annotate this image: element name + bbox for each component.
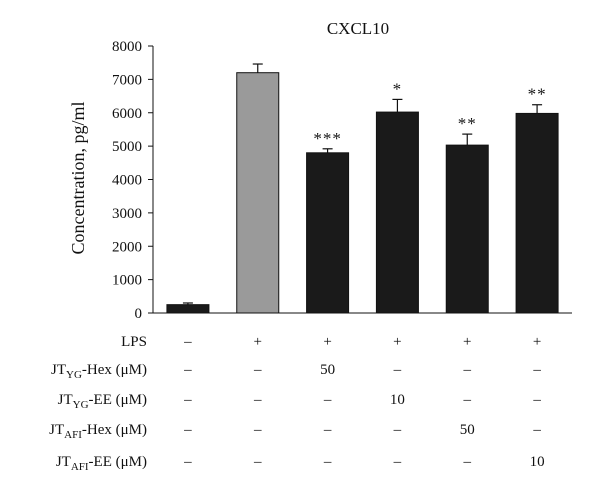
y-tick-label: 5000 — [112, 139, 142, 155]
bar — [236, 72, 280, 314]
y-tick-label: 0 — [135, 306, 143, 322]
significance-label: ** — [458, 114, 477, 133]
y-tick-label: 6000 — [112, 106, 142, 122]
condition-label: JTAFI-Hex (μM) — [49, 422, 147, 441]
bar — [375, 111, 419, 314]
condition-value: – — [323, 454, 332, 470]
condition-table: LPS – + + + + +JTYG-Hex (μM) – –50– – –JTYG-EE (μM… — [49, 334, 544, 473]
condition-value: 50 — [320, 362, 335, 378]
condition-value: – — [183, 454, 192, 470]
y-tick-label: 4000 — [112, 173, 142, 189]
condition-label: JTYG-Hex (μM) — [51, 362, 147, 381]
y-axis-ticks: 0 1000 2000 3000 4000 5000 6000 7000 8000 — [112, 39, 153, 322]
condition-label-main: JT — [58, 392, 73, 408]
condition-value: – — [463, 362, 472, 378]
y-tick-label: 1000 — [112, 273, 142, 289]
condition-label-suffix: -Hex (μM) — [82, 422, 147, 438]
condition-value: + — [323, 334, 331, 350]
condition-value: + — [254, 334, 262, 350]
condition-value: + — [463, 334, 471, 350]
chart-title: CXCL10 — [327, 19, 389, 38]
condition-value: – — [532, 422, 541, 438]
condition-value: – — [532, 362, 541, 378]
condition-label-subscript: AFI — [71, 461, 89, 473]
condition-value: – — [253, 392, 262, 408]
y-tick-label: 8000 — [112, 39, 142, 55]
bar — [445, 144, 489, 314]
condition-value: – — [183, 392, 192, 408]
condition-value: – — [253, 362, 262, 378]
condition-value: 10 — [530, 454, 545, 470]
condition-value: – — [323, 422, 332, 438]
condition-value: – — [532, 392, 541, 408]
y-axis-label: Concentration, pg/ml — [68, 102, 88, 255]
condition-label-subscript: AFI — [64, 429, 82, 441]
condition-label-subscript: YG — [66, 369, 82, 381]
y-tick-label: 2000 — [112, 239, 142, 255]
significance-label: ** — [528, 85, 547, 104]
condition-value: + — [393, 334, 401, 350]
condition-value: 10 — [390, 392, 405, 408]
significance-label: * — [393, 79, 403, 98]
condition-label-suffix: -EE (μM) — [89, 392, 147, 408]
condition-value: – — [463, 454, 472, 470]
condition-label: LPS — [121, 334, 147, 350]
bar — [166, 304, 210, 314]
condition-label-main: JT — [56, 454, 71, 470]
condition-value: – — [183, 422, 192, 438]
condition-value: 50 — [460, 422, 475, 438]
condition-label-suffix: -EE (μM) — [89, 454, 147, 470]
condition-label: JTAFI-EE (μM) — [56, 454, 147, 473]
condition-value: – — [183, 334, 192, 350]
condition-value: – — [183, 362, 192, 378]
condition-label-suffix: -Hex (μM) — [82, 362, 147, 378]
condition-label-subscript: YG — [73, 399, 89, 411]
condition-value: – — [393, 454, 402, 470]
bars-group: ******** — [166, 63, 559, 314]
condition-label-main: JT — [51, 362, 66, 378]
condition-value: – — [323, 392, 332, 408]
y-tick-label: 7000 — [112, 72, 142, 88]
significance-label: *** — [313, 129, 342, 148]
condition-value: – — [253, 422, 262, 438]
condition-value: – — [463, 392, 472, 408]
condition-value: – — [253, 454, 262, 470]
condition-label-main: JT — [49, 422, 64, 438]
bar — [306, 152, 350, 314]
condition-label-main: LPS — [121, 334, 147, 350]
y-tick-label: 3000 — [112, 206, 142, 222]
condition-label: JTYG-EE (μM) — [58, 392, 147, 411]
condition-value: – — [393, 362, 402, 378]
condition-value: – — [393, 422, 402, 438]
condition-value: + — [533, 334, 541, 350]
bar — [515, 112, 559, 314]
